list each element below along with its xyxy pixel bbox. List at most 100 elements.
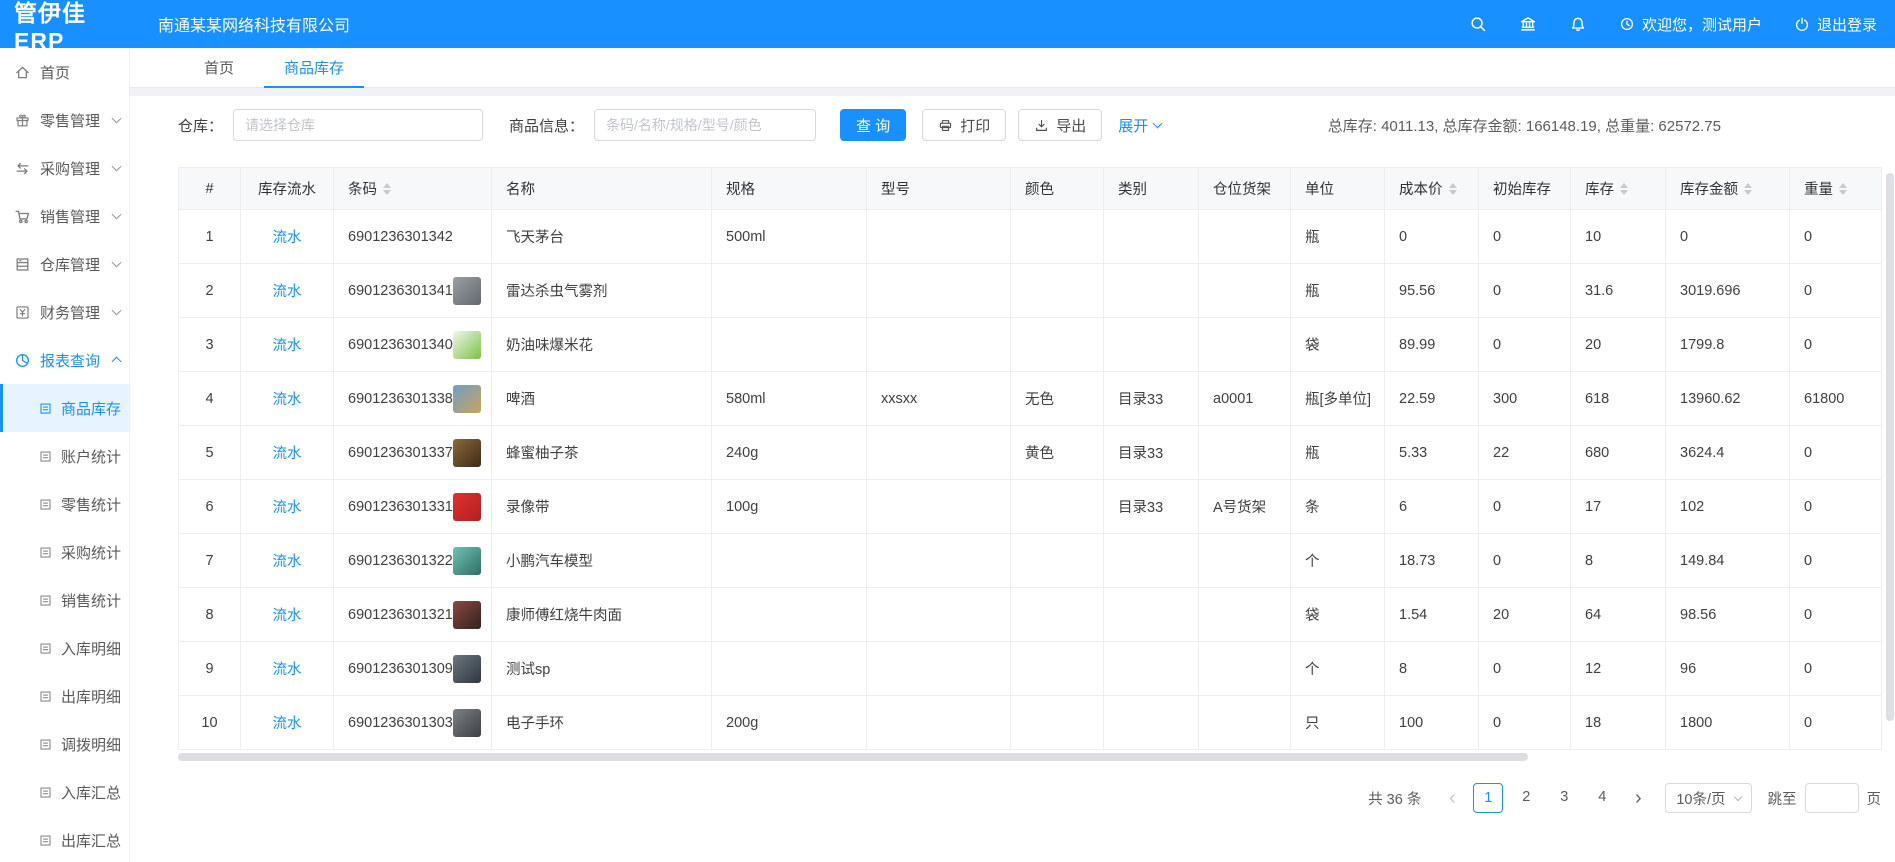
cell-name: 康师傅红烧牛肉面 bbox=[491, 587, 712, 642]
cell-name: 小鹏汽车模型 bbox=[491, 533, 712, 588]
barcode-value: 6901236301331 bbox=[348, 498, 453, 515]
logout-button[interactable]: 退出登录 bbox=[1794, 14, 1877, 35]
horizontal-scrollbar-thumb[interactable] bbox=[178, 753, 1528, 761]
column-header-stock[interactable]: 库存 bbox=[1570, 167, 1666, 210]
flow-link[interactable]: 流水 bbox=[272, 500, 302, 516]
product-thumbnail[interactable] bbox=[453, 330, 481, 359]
sidebar-item-outbound-detail[interactable]: 出库明细 bbox=[0, 672, 129, 720]
tab-goods-stock[interactable]: 商品库存 bbox=[264, 48, 365, 88]
finance-icon bbox=[14, 304, 31, 321]
product-info-input[interactable] bbox=[594, 109, 817, 141]
column-header-barcode[interactable]: 条码 bbox=[333, 167, 492, 210]
pagination-total: 共 36 条 bbox=[1368, 791, 1422, 808]
page-button-1[interactable]: 1 bbox=[1473, 783, 1504, 813]
sidebar-item-warehouse[interactable]: 仓库管理 bbox=[0, 240, 129, 288]
product-thumbnail[interactable] bbox=[453, 546, 481, 575]
jump-input[interactable] bbox=[1804, 783, 1859, 813]
flow-link[interactable]: 流水 bbox=[272, 716, 302, 732]
sidebar-item-account-stats[interactable]: 账户统计 bbox=[0, 432, 129, 480]
product-thumbnail[interactable] bbox=[453, 708, 481, 737]
clock-icon bbox=[1619, 16, 1635, 32]
prev-page-button[interactable]: ‹ bbox=[1448, 787, 1456, 809]
page-button-4[interactable]: 4 bbox=[1598, 789, 1607, 805]
cell-model bbox=[866, 479, 1011, 534]
sidebar-item-retail-stats[interactable]: 零售统计 bbox=[0, 480, 129, 528]
cell-spec bbox=[711, 533, 867, 588]
sidebar-item-report[interactable]: 报表查询 bbox=[0, 336, 129, 384]
barcode-value: 6901236301338 bbox=[348, 390, 453, 407]
column-header-stock_amount[interactable]: 库存金额 bbox=[1665, 167, 1790, 210]
sidebar-item-transfer-detail[interactable]: 调拨明细 bbox=[0, 720, 129, 768]
sidebar-item-inbound-summary[interactable]: 入库汇总 bbox=[0, 768, 129, 816]
document-icon bbox=[38, 449, 53, 464]
sidebar-item-outbound-summary[interactable]: 出库汇总 bbox=[0, 816, 129, 862]
product-thumbnail[interactable] bbox=[453, 600, 481, 629]
cell-flow: 流水 bbox=[240, 641, 334, 696]
sidebar-item-purchase[interactable]: 采购管理 bbox=[0, 144, 129, 192]
sidebar-item-inbound-detail[interactable]: 入库明细 bbox=[0, 624, 129, 672]
export-label: 导出 bbox=[1056, 117, 1087, 135]
sidebar-item-retail[interactable]: 零售管理 bbox=[0, 96, 129, 144]
product-thumbnail[interactable] bbox=[453, 654, 481, 683]
vertical-scrollbar[interactable] bbox=[1885, 169, 1895, 746]
tab-home[interactable]: 首页 bbox=[204, 60, 235, 77]
search-icon[interactable] bbox=[1469, 15, 1487, 33]
product-thumbnail[interactable] bbox=[453, 492, 481, 521]
flow-link[interactable]: 流水 bbox=[272, 230, 302, 246]
page-size-select[interactable]: 10条/页 bbox=[1665, 783, 1752, 813]
document-icon bbox=[38, 833, 53, 848]
cell-color bbox=[1010, 533, 1104, 588]
sidebar-item-purchase-stats[interactable]: 采购统计 bbox=[0, 528, 129, 576]
cell-index: 1 bbox=[178, 209, 241, 264]
flow-link[interactable]: 流水 bbox=[272, 446, 302, 462]
sort-caret-icon[interactable] bbox=[1448, 182, 1457, 195]
product-thumbnail[interactable] bbox=[453, 384, 481, 413]
cell-color: 黄色 bbox=[1010, 425, 1104, 480]
sidebar-item-goods-stock[interactable]: 商品库存 bbox=[0, 384, 129, 432]
export-button[interactable]: 导出 bbox=[1018, 109, 1103, 141]
page-button-3[interactable]: 3 bbox=[1560, 789, 1569, 805]
page-button-2[interactable]: 2 bbox=[1522, 789, 1531, 805]
sort-caret-icon[interactable] bbox=[1839, 182, 1847, 195]
search-button[interactable]: 查 询 bbox=[840, 109, 907, 141]
bell-icon[interactable] bbox=[1569, 15, 1587, 33]
flow-link[interactable]: 流水 bbox=[272, 662, 302, 678]
cell-unit: 条 bbox=[1290, 479, 1385, 534]
welcome-user[interactable]: 欢迎您，测试用户 bbox=[1619, 14, 1762, 35]
sort-caret-icon[interactable] bbox=[1744, 182, 1752, 195]
cell-unit: 袋 bbox=[1290, 317, 1385, 372]
product-thumbnail[interactable] bbox=[453, 438, 481, 467]
horizontal-scrollbar[interactable] bbox=[178, 753, 1881, 763]
sidebar-subitem-label: 账户统计 bbox=[61, 448, 122, 466]
flow-link[interactable]: 流水 bbox=[272, 608, 302, 624]
column-header-cost[interactable]: 成本价 bbox=[1384, 167, 1479, 210]
sidebar-item-sales-stats[interactable]: 销售统计 bbox=[0, 576, 129, 624]
vertical-scrollbar-thumb[interactable] bbox=[1886, 173, 1894, 722]
flow-link[interactable]: 流水 bbox=[272, 392, 302, 408]
column-header-weight[interactable]: 重量 bbox=[1789, 167, 1882, 210]
next-page-button[interactable]: › bbox=[1634, 787, 1642, 809]
cell-shelf: A号货架 bbox=[1198, 479, 1291, 534]
cell-flow: 流水 bbox=[240, 695, 334, 750]
sort-caret-icon[interactable] bbox=[383, 182, 391, 195]
sort-caret-icon[interactable] bbox=[1620, 182, 1628, 195]
flow-link[interactable]: 流水 bbox=[272, 338, 302, 354]
print-button[interactable]: 打印 bbox=[922, 109, 1007, 141]
document-icon bbox=[38, 593, 53, 608]
flow-link[interactable]: 流水 bbox=[272, 554, 302, 570]
cell-category bbox=[1103, 263, 1199, 318]
expand-link[interactable]: 展开 bbox=[1118, 115, 1163, 136]
product-thumbnail[interactable] bbox=[453, 276, 481, 305]
barcode-value: 6901236301303 bbox=[348, 714, 453, 731]
bank-icon[interactable] bbox=[1519, 15, 1537, 33]
flow-link[interactable]: 流水 bbox=[272, 284, 302, 300]
sidebar-item-finance[interactable]: 财务管理 bbox=[0, 288, 129, 336]
chevron-down-icon bbox=[111, 113, 122, 124]
warehouse-select[interactable] bbox=[233, 109, 484, 141]
sidebar-item-sales[interactable]: 销售管理 bbox=[0, 192, 129, 240]
app-logo[interactable]: 管伊佳ERP bbox=[14, 0, 86, 54]
sidebar-item-home[interactable]: 首页 bbox=[0, 48, 129, 96]
cell-index: 4 bbox=[178, 371, 241, 426]
cell-unit: 瓶[多单位] bbox=[1290, 371, 1385, 426]
sidebar-subitem-label: 出库明细 bbox=[61, 688, 122, 706]
